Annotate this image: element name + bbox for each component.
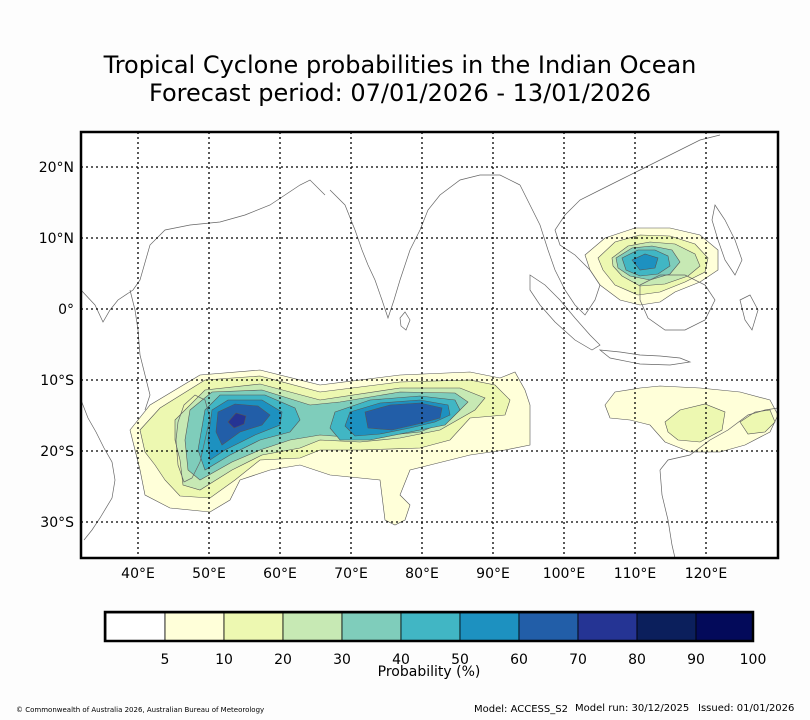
probability-contours [129, 227, 778, 526]
lat-label-10S: 10°S [40, 373, 74, 389]
coast-arabia-africa [81, 179, 326, 541]
legend-swatch-1 [164, 612, 225, 642]
legend-tick-50: 50 [451, 652, 469, 668]
coast-srilanka [399, 311, 411, 331]
lon-label-60E: 60°E [263, 566, 297, 582]
legend-ticks: 5 10 20 30 40 50 60 70 80 90 100 [161, 652, 767, 668]
legend-label: Probability (%) [377, 664, 481, 680]
contour-aus-10 [664, 403, 726, 443]
lon-label-70E: 70°E [334, 566, 368, 582]
lon-label-110E: 110°E [614, 566, 657, 582]
lon-label-90E: 90°E [476, 566, 510, 582]
model-run-date: Model run: 30/12/2025 [575, 703, 690, 714]
legend-swatch-7 [518, 612, 579, 642]
lat-label-20S: 20°S [40, 444, 74, 460]
copyright-notice: © Commonwealth of Australia 2026, Austra… [16, 706, 265, 714]
legend-tick-60: 60 [510, 652, 528, 668]
coast-philippines [711, 204, 743, 276]
legend-tick-20: 20 [274, 652, 292, 668]
legend-swatch-6 [459, 612, 520, 642]
coast-java [598, 349, 692, 366]
grid [81, 132, 778, 558]
legend-colorbar [103, 610, 755, 643]
lat-label-30S: 30°S [40, 515, 74, 531]
lat-label-20N: 20°N [39, 160, 74, 176]
legend-tick-40: 40 [392, 652, 410, 668]
lat-label-0: 0° [58, 302, 74, 318]
legend-swatch-5 [400, 612, 461, 642]
coast-india [329, 174, 521, 320]
lon-label-50E: 50°E [192, 566, 226, 582]
model-name: Model: ACCESS_S2 [474, 704, 568, 715]
contour-west-70 [227, 412, 247, 429]
lon-label-100E: 100°E [543, 566, 586, 582]
coast-borneo [639, 274, 716, 331]
lon-axis: 40°E 50°E 60°E 70°E 80°E 90°E 100°E 110°… [121, 566, 727, 582]
legend-swatch-3 [282, 612, 343, 642]
coast-africa-east [129, 289, 151, 411]
contour-east-60 [364, 402, 443, 431]
lat-label-10N: 10°N [39, 231, 74, 247]
chart-title-line2: Forecast period: 07/01/2026 - 13/01/2026 [149, 79, 651, 107]
legend-frame [103, 610, 755, 643]
lon-label-80E: 80°E [405, 566, 439, 582]
coast-australia [659, 407, 778, 558]
coast-sulawesi [739, 294, 759, 331]
legend-swatch-8 [577, 612, 638, 642]
legend-tick-5: 5 [161, 652, 170, 668]
legend-tick-30: 30 [333, 652, 351, 668]
chart-title-line1: Tropical Cyclone probabilities in the In… [103, 51, 697, 79]
legend-tick-90: 90 [687, 652, 705, 668]
legend-tick-100: 100 [740, 652, 767, 668]
contour-scs-50 [631, 253, 659, 271]
legend-tick-80: 80 [628, 652, 646, 668]
lon-label-120E: 120°E [685, 566, 728, 582]
coast-sumatra [529, 274, 601, 351]
contour-aus-10b [739, 409, 776, 435]
lon-label-40E: 40°E [121, 566, 155, 582]
legend-swatch-2 [223, 612, 284, 642]
legend-swatch-9 [636, 612, 697, 642]
legend-swatch-0 [105, 612, 166, 642]
lat-axis: 20°N 10°N 0° 10°S 20°S 30°S [39, 160, 74, 531]
legend-tick-70: 70 [569, 652, 587, 668]
issued-date: Issued: 01/01/2026 [698, 703, 795, 714]
legend-tick-10: 10 [215, 652, 233, 668]
legend-swatch-4 [341, 612, 402, 642]
legend-swatch-10 [695, 612, 754, 642]
map-frame [79, 130, 780, 560]
